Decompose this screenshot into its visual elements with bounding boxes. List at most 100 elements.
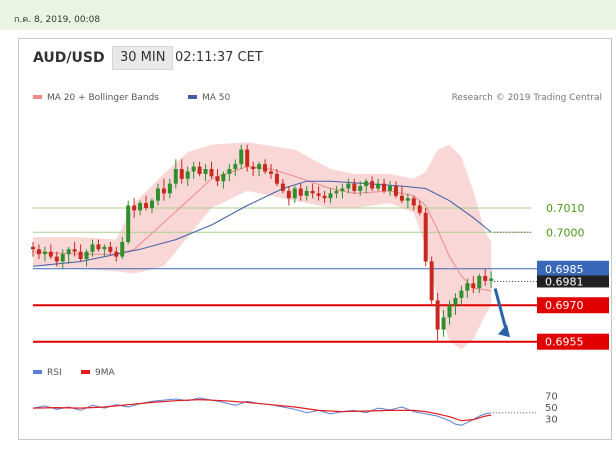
candle-body xyxy=(120,242,125,257)
candle-body xyxy=(78,251,83,260)
candle-body xyxy=(286,190,291,199)
candle-body xyxy=(393,186,398,196)
chart-header: AUD/USD 30 MIN 02:11:37 CET xyxy=(19,39,611,75)
candle xyxy=(185,166,190,187)
candle xyxy=(489,271,494,289)
candle-body xyxy=(36,249,41,255)
candle-body xyxy=(144,203,149,208)
candle-body xyxy=(72,249,77,252)
candle xyxy=(269,164,273,179)
candle xyxy=(138,200,143,216)
candle-body xyxy=(150,200,154,208)
candle-body xyxy=(352,183,357,191)
last-price-label: 0.6981 xyxy=(545,275,584,288)
candle xyxy=(161,178,166,201)
legend-label-ma50: MA 50 xyxy=(202,93,231,103)
candle xyxy=(191,161,196,179)
candle xyxy=(239,144,244,170)
candle xyxy=(286,186,291,206)
legend-label-rsi: RSI xyxy=(47,368,62,378)
candle xyxy=(197,161,202,177)
chart-panel: AUD/USD 30 MIN 02:11:37 CET MA 20 + Boll… xyxy=(18,38,612,440)
candle-body xyxy=(84,251,89,260)
candle xyxy=(376,178,381,191)
candle-body xyxy=(132,205,137,211)
candle xyxy=(399,186,404,204)
candle-body xyxy=(334,190,339,194)
candle-body xyxy=(328,193,333,199)
candle-body xyxy=(90,244,95,252)
candle xyxy=(167,178,172,199)
candle-body xyxy=(417,205,422,213)
candle xyxy=(304,186,309,201)
candle xyxy=(435,293,440,342)
candle-body xyxy=(257,164,262,170)
candle-body xyxy=(48,251,53,257)
resistance-label: 0.7010 xyxy=(546,202,585,215)
candle-body xyxy=(239,149,244,165)
candle xyxy=(78,244,83,262)
candle xyxy=(298,183,303,201)
candle xyxy=(328,188,333,204)
candle-body xyxy=(245,149,250,167)
candle xyxy=(352,178,357,194)
rsi-tick-label: 70 xyxy=(545,392,558,403)
candle-body xyxy=(108,246,113,252)
candle-body xyxy=(453,297,458,306)
candle xyxy=(417,200,422,216)
candle-body xyxy=(370,181,375,189)
candle xyxy=(173,159,178,189)
support-label: 0.6955 xyxy=(545,336,584,349)
candle-body xyxy=(304,190,309,196)
candle xyxy=(102,244,107,257)
ma50-line xyxy=(32,180,492,267)
candle xyxy=(411,195,416,211)
candle-body xyxy=(292,188,297,199)
candle-body xyxy=(459,290,464,298)
candle-body xyxy=(399,195,404,201)
legend-swatch-rsi xyxy=(33,370,42,374)
candle-body xyxy=(358,186,363,191)
candle xyxy=(388,181,392,196)
candle xyxy=(48,244,53,260)
candle-body xyxy=(269,171,273,174)
candle xyxy=(120,237,125,260)
timeframe-button[interactable]: 30 MIN xyxy=(112,46,174,70)
candle xyxy=(316,186,321,201)
candle xyxy=(209,161,214,179)
date-text: ก.ค. 8, 2019, 00:08 xyxy=(14,15,101,25)
legend-swatch-9ma xyxy=(81,370,90,374)
candle xyxy=(453,293,458,315)
candle xyxy=(429,256,434,306)
rsi-tick-label: 50 xyxy=(545,403,558,414)
main-legend: MA 20 + Bollinger Bands MA 50 Research © 2… xyxy=(33,93,602,103)
candle xyxy=(155,183,160,206)
legend-swatch-ma50 xyxy=(188,95,197,99)
resistance-label: 0.7000 xyxy=(546,226,585,239)
candle-body xyxy=(167,183,172,194)
candle-body xyxy=(251,166,256,170)
candle xyxy=(60,249,65,269)
candle xyxy=(126,200,131,245)
candle-body xyxy=(185,171,190,179)
candle-body xyxy=(42,251,47,255)
candle xyxy=(334,186,339,199)
candle-body xyxy=(298,188,303,196)
candle-body xyxy=(322,195,327,199)
candle-body xyxy=(179,169,184,179)
candle-body xyxy=(316,193,321,196)
forecast-arrow xyxy=(493,288,510,338)
support-tag xyxy=(537,333,609,350)
rsi-tick-label: 30 xyxy=(545,415,558,426)
candle-body xyxy=(66,249,71,255)
candle xyxy=(346,178,351,194)
candle-body xyxy=(364,181,369,187)
price-levels: 0.7010 0.7000 0.6985 0.6970 0.6955 xyxy=(33,202,609,350)
candle-body xyxy=(280,183,285,191)
candle-body xyxy=(60,254,65,262)
candle xyxy=(215,169,220,187)
candle xyxy=(382,178,387,194)
candle xyxy=(310,183,315,199)
rsi-line xyxy=(32,397,492,426)
candle-body xyxy=(138,203,143,211)
